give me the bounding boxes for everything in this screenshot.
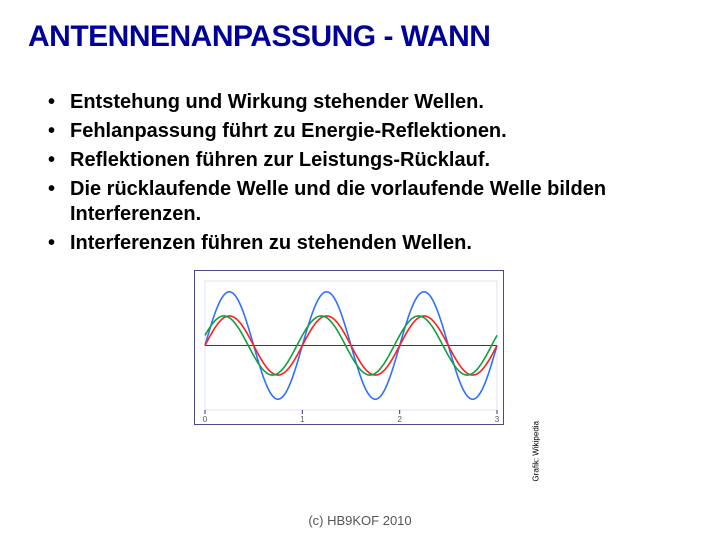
svg-text:3: 3 [495,415,500,424]
wave-chart-svg: 0 1 2 3 [195,271,503,424]
page-title: ANTENNENANPASSUNG - WANN [28,20,692,54]
wave-chart: 0 1 2 3 [194,270,504,425]
svg-text:0: 0 [203,415,208,424]
list-item: Entstehung und Wirkung stehender Wellen. [48,90,686,115]
svg-text:1: 1 [300,415,305,424]
slide-root: ANTENNENANPASSUNG - WANN Entstehung und … [0,0,720,540]
chart-credit: Grafik: Wikipedia [532,421,540,481]
list-item: Interferenzen führen zu stehenden Wellen… [48,231,686,256]
list-item: Fehlanpassung führt zu Energie-Reflektio… [48,119,686,144]
list-item: Die rücklaufende Welle und die vorlaufen… [48,177,686,227]
list-item: Reflektionen führen zur Leistungs-Rückla… [48,148,686,173]
bullet-list: Entstehung und Wirkung stehender Wellen.… [28,90,692,256]
svg-text:2: 2 [397,415,402,424]
chart-container: 0123 Grafik: Wikipedia [194,270,526,425]
footer-copyright: (c) HB9KOF 2010 [0,513,720,528]
